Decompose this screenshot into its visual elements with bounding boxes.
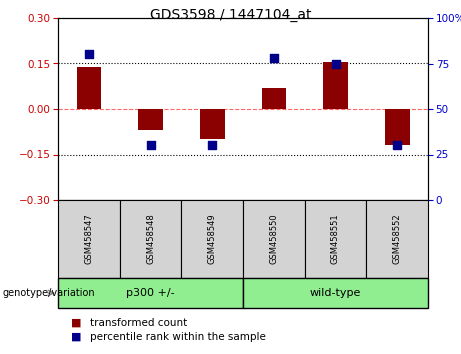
Bar — [77, 67, 101, 109]
Text: genotype/variation: genotype/variation — [2, 288, 95, 298]
Text: ■: ■ — [71, 332, 82, 342]
Point — [85, 52, 93, 57]
Text: p300 +/-: p300 +/- — [126, 288, 175, 298]
Text: GSM458549: GSM458549 — [207, 214, 217, 264]
Text: GSM458547: GSM458547 — [84, 213, 93, 264]
Point — [208, 143, 216, 148]
Point — [270, 55, 278, 61]
Text: GSM458552: GSM458552 — [393, 214, 402, 264]
Bar — [385, 109, 409, 145]
Point — [394, 143, 401, 148]
Bar — [200, 109, 225, 139]
Text: transformed count: transformed count — [90, 318, 187, 328]
Text: GDS3598 / 1447104_at: GDS3598 / 1447104_at — [150, 8, 311, 22]
Point — [147, 143, 154, 148]
Text: wild-type: wild-type — [310, 288, 361, 298]
Bar — [261, 88, 286, 109]
Bar — [323, 62, 348, 109]
Text: GSM458548: GSM458548 — [146, 213, 155, 264]
Point — [332, 61, 339, 66]
Text: ■: ■ — [71, 318, 82, 328]
Text: GSM458550: GSM458550 — [269, 214, 278, 264]
Text: GSM458551: GSM458551 — [331, 214, 340, 264]
Bar — [138, 109, 163, 130]
Text: percentile rank within the sample: percentile rank within the sample — [90, 332, 266, 342]
